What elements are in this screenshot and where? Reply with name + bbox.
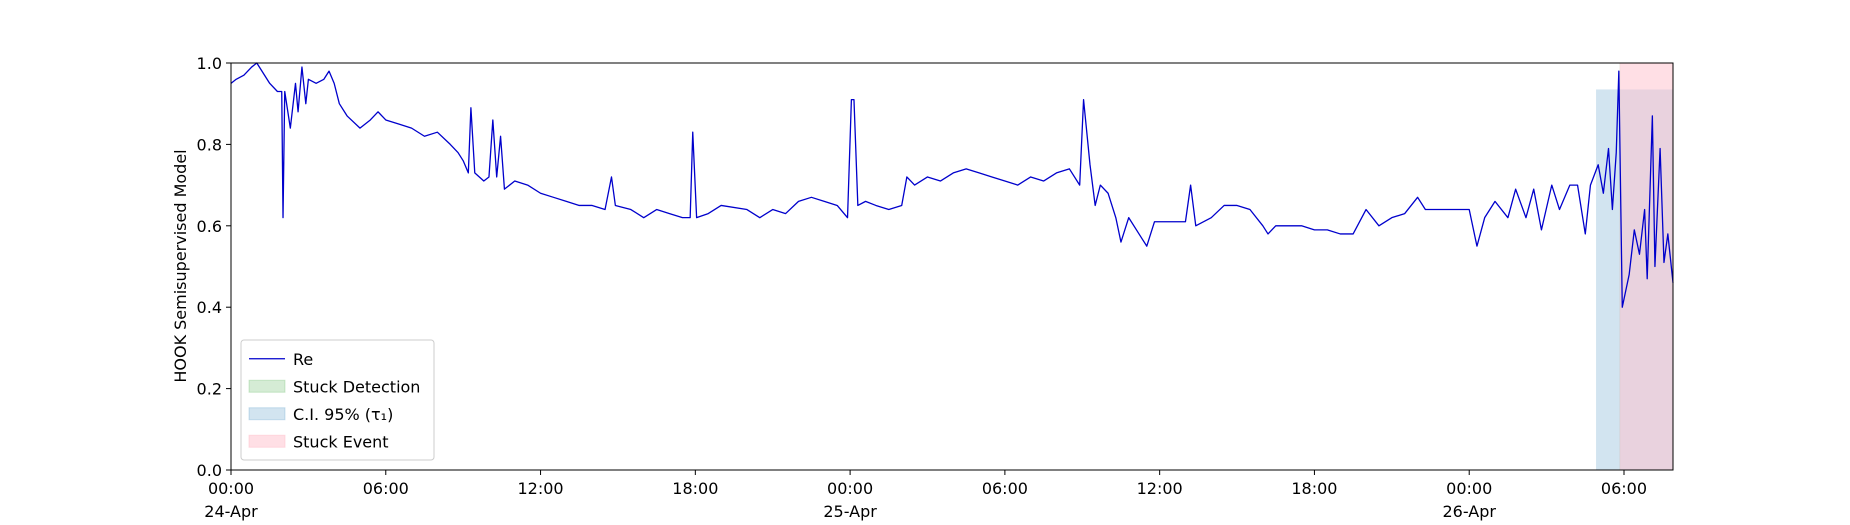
legend-label: Stuck Detection bbox=[293, 377, 420, 396]
x-tick-label: 00:00 24-Apr 1900 bbox=[204, 479, 258, 521]
plot-frame bbox=[230, 62, 1674, 471]
x-tick-label: 18:00 bbox=[1291, 479, 1338, 498]
y-tick-label: 0.2 bbox=[197, 380, 222, 399]
data-line bbox=[230, 62, 1674, 308]
y-tick-label: 1.0 bbox=[197, 54, 222, 73]
y-tick-label: 0.4 bbox=[197, 298, 222, 317]
legend-swatch bbox=[248, 407, 286, 421]
legend: Re Stuck Detection C.I. 95% (τ₁) Stuck Even… bbox=[240, 339, 435, 461]
x-tick-label: 06:00 bbox=[1600, 479, 1648, 498]
x-tick-label: 12:00 bbox=[1136, 479, 1183, 498]
legend-label: C.I. 95% (τ₁) bbox=[293, 405, 393, 424]
y-axis-label: HOOK Semisupervised Model bbox=[171, 149, 190, 382]
legend-label: Stuck Event bbox=[293, 432, 389, 451]
legend-frame bbox=[240, 339, 435, 461]
y-tick-label: 0.6 bbox=[197, 217, 222, 236]
x-tick-label: 12:00 bbox=[517, 479, 564, 498]
x-tick-label: 18:00 bbox=[672, 479, 719, 498]
x-tick-label: 06:00 bbox=[362, 479, 409, 498]
x-tick-label: 06:00 bbox=[981, 479, 1028, 498]
legend-label: Re bbox=[293, 350, 313, 369]
x-tick-label: 00:00 26-Apr bbox=[1442, 479, 1496, 521]
legend-swatch bbox=[248, 434, 286, 448]
legend-swatch bbox=[248, 379, 286, 393]
y-tick-label: 0.0 bbox=[197, 461, 222, 480]
x-tick-label: 00:00 25-Apr bbox=[823, 479, 877, 521]
y-tick-label: 0.8 bbox=[197, 135, 222, 154]
